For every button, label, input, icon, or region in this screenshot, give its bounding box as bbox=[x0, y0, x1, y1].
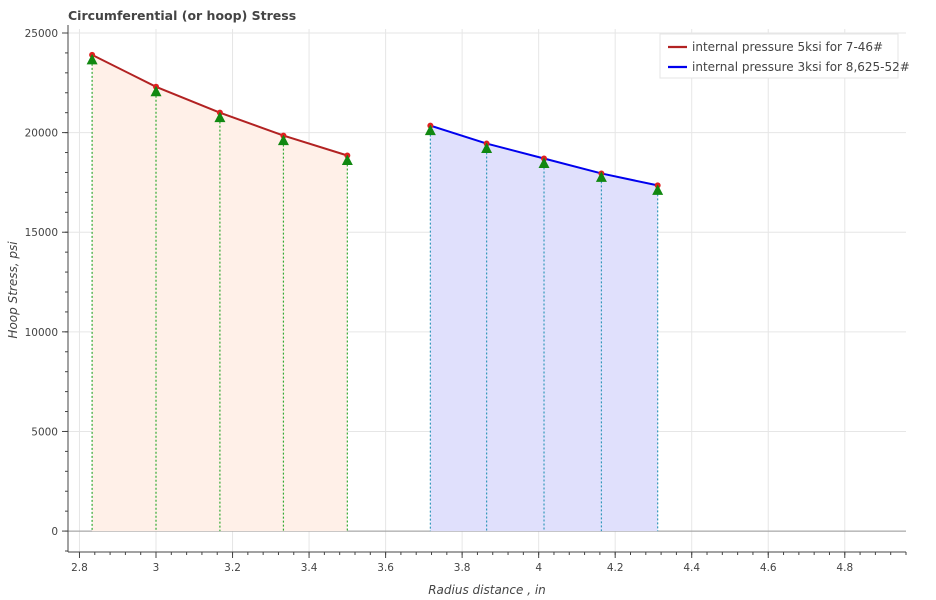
triangle-marker bbox=[150, 85, 162, 97]
y-axis-label: Hoop Stress, psi bbox=[6, 241, 20, 339]
axes: 0 5000 10000 15000 20000 25000 2.8 3 3.2 3.4 3.6 3.… bbox=[25, 25, 907, 574]
x-tick-label: 4.6 bbox=[760, 562, 777, 574]
legend-label-series-2: internal pressure 3ksi for 8,625-52# bbox=[692, 60, 910, 74]
x-axis-label: Radius distance , in bbox=[428, 583, 546, 597]
chart-title: Circumferential (or hoop) Stress bbox=[68, 8, 296, 23]
x-tick-label: 4.8 bbox=[836, 562, 853, 574]
x-tick-label: 3.4 bbox=[301, 562, 318, 574]
triangle-marker bbox=[481, 142, 493, 154]
data-points bbox=[86, 51, 664, 195]
x-tick-label: 4 bbox=[535, 562, 542, 574]
triangle-marker bbox=[595, 171, 607, 182]
x-tick-label: 4.2 bbox=[607, 562, 624, 574]
triangle-marker bbox=[424, 124, 436, 136]
y-tick-label: 10000 bbox=[25, 327, 58, 339]
legend: internal pressure 5ksi for 7-46# interna… bbox=[659, 33, 910, 79]
triangle-marker bbox=[86, 53, 98, 65]
y-tick-label: 25000 bbox=[25, 28, 58, 40]
triangle-marker bbox=[538, 157, 550, 168]
x-tick-label: 3.6 bbox=[377, 562, 394, 574]
triangle-marker bbox=[277, 134, 289, 146]
y-tick-label: 20000 bbox=[25, 128, 58, 140]
x-tick-label: 3.8 bbox=[454, 562, 471, 574]
legend-label-series-1: internal pressure 5ksi for 7-46# bbox=[692, 40, 883, 54]
drop-lines bbox=[91, 59, 659, 532]
triangle-marker bbox=[214, 111, 226, 123]
x-tick-label: 2.8 bbox=[71, 562, 88, 574]
triangle-marker bbox=[652, 184, 664, 195]
y-tick-label: 0 bbox=[51, 526, 58, 538]
y-tick-label: 5000 bbox=[31, 426, 58, 438]
triangle-marker bbox=[341, 154, 353, 165]
x-tick-label: 4.4 bbox=[683, 562, 700, 574]
y-tick-label: 15000 bbox=[25, 227, 58, 239]
legend-box bbox=[659, 33, 899, 79]
x-tick-label: 3 bbox=[153, 562, 160, 574]
x-tick-label: 3.2 bbox=[224, 562, 241, 574]
